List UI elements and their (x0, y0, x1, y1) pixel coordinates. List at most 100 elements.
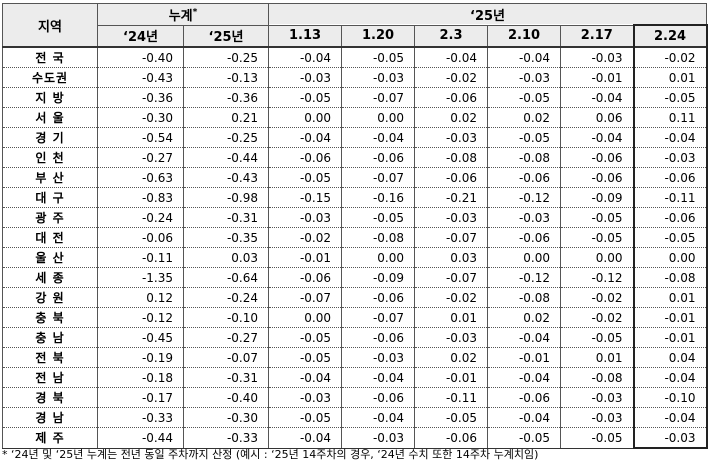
value-cell: 0.00 (487, 247, 562, 268)
value-cell: -0.03 (632, 147, 708, 168)
value-cell: -0.03 (341, 67, 416, 88)
region-cell: 충 남 (2, 327, 98, 348)
value-cell: -0.03 (341, 427, 416, 449)
value-cell: 0.01 (414, 307, 489, 328)
value-cell: -0.33 (97, 407, 184, 428)
table-row: 충 남 -0.45 -0.27 -0.05 -0.06 -0.03 -0.04 -0.05 -0… (2, 327, 708, 348)
table-row: 인 천 -0.27 -0.44 -0.06 -0.06 -0.08 -0.08 -0.06 -0… (2, 147, 708, 168)
region-cell: 대 전 (2, 227, 98, 248)
value-cell: -0.36 (97, 87, 184, 108)
value-cell: -0.05 (487, 427, 562, 449)
value-cell: -0.05 (560, 427, 635, 449)
value-cell: -0.02 (268, 227, 343, 248)
column-header-row: ‘24년 ‘25년 1.13 1.20 2.3 2.10 2.17 2.24 (3, 24, 708, 48)
value-cell: -0.03 (560, 46, 635, 68)
region-cell: 수도권 (2, 67, 98, 88)
value-cell: -0.06 (632, 207, 708, 228)
region-cell: 서 울 (2, 107, 98, 128)
table-row: 수도권 -0.43 -0.13 -0.03 -0.03 -0.02 -0.03 -0.01 0.… (2, 67, 708, 88)
footnote: * ‘24년 및 ‘25년 누계는 전년 동일 주차까지 산정 (예시 : ‘2… (2, 448, 539, 461)
table-row: 지 방 -0.36 -0.36 -0.05 -0.07 -0.06 -0.05 -0.04 -0… (2, 87, 708, 108)
table-body: 전 국 -0.40 -0.25 -0.04 -0.05 -0.04 -0.04 -0.03 -0… (2, 46, 708, 449)
value-cell: -0.01 (487, 347, 562, 368)
region-cell: 지 방 (2, 87, 98, 108)
value-cell: -0.06 (341, 327, 416, 348)
value-cell: -0.05 (268, 407, 343, 428)
value-cell: 0.00 (632, 247, 708, 268)
value-cell: 0.01 (632, 67, 708, 88)
value-cell: -0.03 (268, 67, 343, 88)
value-cell: -0.30 (182, 407, 270, 428)
value-cell: 0.00 (268, 107, 343, 128)
value-cell: -0.05 (341, 46, 416, 68)
region-cell: 경 기 (2, 127, 98, 148)
value-cell: 0.00 (560, 247, 635, 268)
value-cell: -0.11 (414, 387, 489, 408)
value-cell: -0.03 (268, 387, 343, 408)
value-cell: -0.06 (487, 387, 562, 408)
value-cell: 0.02 (414, 107, 489, 128)
table-row: 세 종 -1.35 -0.64 -0.06 -0.09 -0.07 -0.12 -0.12 -0… (2, 267, 708, 288)
value-cell: -0.19 (97, 347, 184, 368)
table-row: 전 남 -0.18 -0.31 -0.04 -0.04 -0.01 -0.04 -0.08 -0… (2, 367, 708, 388)
value-cell: -0.16 (341, 187, 416, 208)
value-cell: -0.04 (560, 87, 635, 108)
value-cell: -0.31 (182, 367, 270, 388)
value-cell: -0.10 (182, 307, 270, 328)
table-row: 전 국 -0.40 -0.25 -0.04 -0.05 -0.04 -0.04 -0.03 -0… (2, 46, 708, 68)
value-cell: -0.08 (632, 267, 708, 288)
value-cell: -0.01 (560, 67, 635, 88)
value-cell: -0.40 (97, 46, 184, 68)
region-cell: 충 북 (2, 307, 98, 328)
value-cell: -0.09 (560, 187, 635, 208)
value-cell: -0.06 (414, 87, 489, 108)
value-cell: -0.04 (632, 127, 708, 148)
table-row: 서 울 -0.30 0.21 0.00 0.00 0.02 0.02 0.06 0.11 (2, 107, 708, 128)
value-cell: -0.08 (487, 287, 562, 308)
value-cell: -0.12 (487, 267, 562, 288)
region-header: 지역 (2, 3, 98, 48)
table-row: 제 주 -0.44 -0.33 -0.04 -0.03 -0.06 -0.05 -0.05 -0… (2, 427, 708, 449)
value-cell: -0.07 (341, 87, 416, 108)
value-cell: -0.35 (182, 227, 270, 248)
value-cell: 0.00 (341, 107, 416, 128)
value-cell: 0.00 (341, 247, 416, 268)
value-cell: -0.03 (268, 207, 343, 228)
value-cell: -0.05 (560, 227, 635, 248)
table-row: 부 산 -0.63 -0.43 -0.05 -0.07 -0.06 -0.06 -0.06 -0… (2, 167, 708, 188)
column-header: ‘25년 (182, 24, 270, 48)
value-cell: -0.17 (97, 387, 184, 408)
value-cell: 0.06 (560, 107, 635, 128)
value-cell: -0.04 (414, 46, 489, 68)
value-cell: -0.01 (632, 327, 708, 348)
value-cell: -0.05 (268, 87, 343, 108)
value-cell: -0.05 (632, 87, 708, 108)
value-cell: -0.05 (268, 327, 343, 348)
value-cell: -0.04 (487, 367, 562, 388)
column-header: 2.3 (414, 24, 489, 48)
value-cell: -0.06 (268, 267, 343, 288)
cumulative-label: 누계 (168, 8, 193, 24)
value-cell: -0.08 (560, 367, 635, 388)
value-cell: -0.02 (560, 287, 635, 308)
region-cell: 광 주 (2, 207, 98, 228)
value-cell: -0.09 (341, 267, 416, 288)
value-cell: -0.05 (560, 327, 635, 348)
value-cell: 0.12 (97, 287, 184, 308)
value-cell: -0.18 (97, 367, 184, 388)
value-cell: -1.35 (97, 267, 184, 288)
value-cell: -0.03 (414, 127, 489, 148)
value-cell: -0.63 (97, 167, 184, 188)
value-cell: -0.04 (632, 407, 708, 428)
value-cell: -0.24 (182, 287, 270, 308)
value-cell: -0.06 (341, 287, 416, 308)
value-cell: -0.10 (632, 387, 708, 408)
value-cell: -0.07 (268, 287, 343, 308)
table-row: 경 북 -0.17 -0.40 -0.03 -0.06 -0.11 -0.06 -0.03 -0… (2, 387, 708, 408)
value-cell: -0.24 (97, 207, 184, 228)
region-cell: 울 산 (2, 247, 98, 268)
region-cell: 전 국 (2, 46, 98, 68)
table-row: 대 전 -0.06 -0.35 -0.02 -0.08 -0.07 -0.06 -0.05 -0… (2, 227, 708, 248)
value-cell: -0.06 (632, 167, 708, 188)
